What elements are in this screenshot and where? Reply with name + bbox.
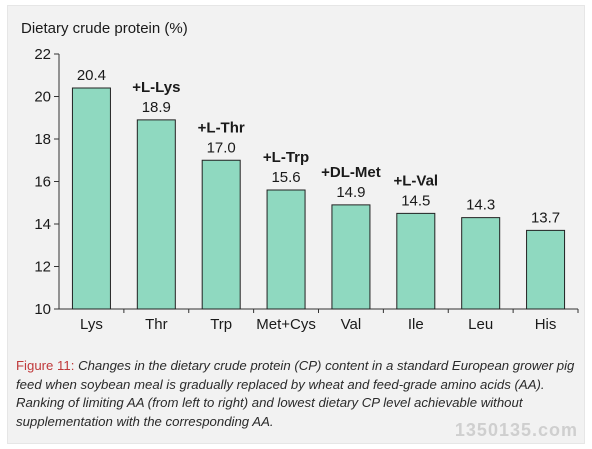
data-label: 15.6 [271, 169, 300, 186]
annotation-label: +L-Thr [198, 119, 245, 136]
data-label: 13.7 [531, 209, 560, 226]
bar-thr [136, 119, 176, 310]
x-tick-label: Thr [145, 316, 168, 333]
data-label: 17.0 [207, 139, 236, 156]
annotation-label: +DL-Met [321, 164, 381, 181]
bar-lys [71, 87, 111, 310]
data-label: 20.4 [77, 67, 106, 84]
y-tick-label: 10 [34, 301, 51, 318]
figure-caption: Figure 11: Changes in the dietary crude … [16, 357, 578, 431]
bar-chart: Dietary crude protein (%) 10 12 14 16 18 20 22 L… [21, 20, 579, 333]
x-tick-label: Val [341, 316, 362, 333]
x-tick-label: Trp [210, 316, 232, 333]
data-label: 14.3 [466, 197, 495, 214]
figure-panel: Dietary crude protein (%) 10 12 14 16 18 20 22 L… [7, 5, 585, 444]
data-label: 14.9 [336, 184, 365, 201]
annotation-label: +L-Lys [132, 79, 180, 96]
y-tick-label: 14 [34, 216, 51, 233]
y-tick-label: 20 [34, 89, 51, 106]
bar-leu [461, 217, 501, 310]
y-axis-title: Dietary crude protein (%) [21, 20, 188, 37]
y-tick-label: 16 [34, 174, 51, 191]
bar-ile [396, 212, 436, 310]
bar-met-cys [266, 189, 306, 310]
caption-figure-label: Figure 11: [16, 358, 75, 373]
data-label: 18.9 [142, 99, 171, 116]
bar-val [331, 204, 371, 310]
x-tick-label: His [535, 316, 557, 333]
y-tick-label: 22 [34, 46, 51, 63]
caption-text: Changes in the dietary crude protein (CP… [16, 358, 575, 429]
x-tick-label: Ile [408, 316, 424, 333]
x-tick-label: Met+Cys [256, 316, 316, 333]
y-tick-label: 18 [34, 131, 51, 148]
x-tick-label: Lys [80, 316, 103, 333]
y-tick-label: 12 [34, 259, 51, 276]
bar-his [526, 229, 566, 310]
annotation-label: +L-Val [394, 172, 439, 189]
data-label: 14.5 [401, 192, 430, 209]
watermark-logo: 1350135.com [454, 420, 578, 440]
annotation-label: +L-Trp [263, 149, 309, 166]
x-tick-label: Leu [468, 316, 493, 333]
bar-trp [201, 159, 241, 310]
